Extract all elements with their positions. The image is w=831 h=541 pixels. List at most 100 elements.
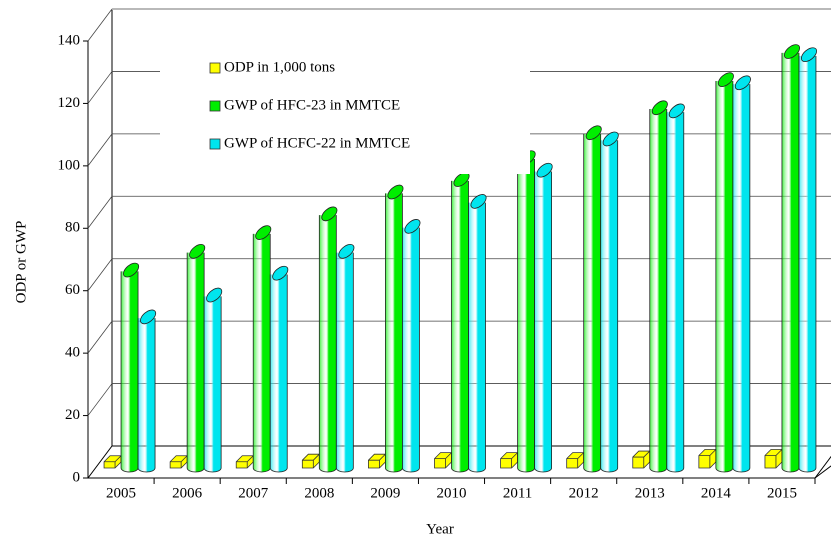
bar-body — [468, 202, 486, 473]
bar — [500, 452, 518, 469]
bar-top — [651, 100, 668, 116]
legend-label: ODP in 1,000 tons — [224, 59, 335, 75]
bar-top — [123, 262, 140, 278]
bar-body — [600, 140, 619, 473]
bar-body — [732, 84, 751, 473]
right-edge2 — [814, 465, 831, 479]
grid-line — [87, 196, 113, 229]
x-tick-label: 2008 — [304, 485, 334, 501]
grid-line — [87, 71, 113, 104]
bar-top — [602, 131, 619, 147]
y-tick-label: 80 — [65, 220, 80, 236]
y-tick-label: 140 — [58, 32, 81, 48]
x-tick-label: 2012 — [569, 485, 599, 501]
bar-body — [269, 274, 288, 473]
grid-line — [87, 383, 113, 416]
bar — [137, 309, 157, 473]
bar-body — [335, 252, 354, 473]
bar — [798, 47, 817, 473]
bar — [566, 452, 585, 469]
bar — [269, 265, 289, 473]
bar-top — [717, 72, 734, 87]
bar — [402, 219, 421, 473]
bar-top — [404, 219, 421, 234]
bar — [120, 262, 140, 473]
grid-line — [87, 133, 113, 167]
bar-body — [186, 252, 205, 473]
bar — [781, 44, 800, 473]
legend-swatch — [209, 100, 221, 112]
bar — [318, 206, 338, 473]
x-tick-label: 2011 — [503, 485, 532, 501]
bar-body — [517, 158, 535, 473]
bar — [103, 455, 122, 469]
y-tick-label: 40 — [65, 345, 80, 361]
y-tick-label: 120 — [58, 95, 81, 111]
bar-body — [798, 55, 817, 473]
bar — [666, 103, 685, 473]
bar-top — [470, 194, 487, 209]
bar — [600, 131, 619, 473]
bar — [434, 452, 452, 469]
legend-label: GWP of HFC-23 in MMTCE — [224, 97, 400, 113]
bar — [764, 449, 783, 469]
bar-body — [649, 109, 668, 473]
x-tick-label: 2007 — [238, 485, 269, 501]
bar — [468, 194, 487, 473]
bar-top — [189, 243, 206, 259]
bar-body — [402, 227, 420, 473]
x-tick-label: 2014 — [701, 485, 732, 501]
y-tick-label: 100 — [58, 157, 81, 173]
bar-body — [137, 318, 156, 473]
x-tick-label: 2006 — [172, 485, 203, 501]
bar-body — [666, 112, 685, 473]
x-axis-label: Year — [426, 521, 454, 537]
bar — [698, 449, 717, 469]
bar-body — [781, 52, 800, 473]
bar — [169, 455, 188, 469]
legend-label: GWP of HCFC-22 in MMTCE — [224, 135, 410, 151]
x-tick-label: 2009 — [370, 485, 400, 501]
grid-line — [87, 258, 113, 291]
bar-body — [252, 233, 271, 473]
x-tick-label: 2005 — [106, 485, 136, 501]
bar-top — [321, 206, 338, 222]
bar-body — [385, 193, 403, 473]
bar-top — [206, 287, 223, 303]
bar-top — [536, 162, 553, 178]
bar-top — [800, 47, 817, 63]
bar-body — [534, 171, 552, 473]
grid-line — [87, 8, 113, 42]
bar-top — [272, 265, 289, 281]
x-tick-label: 2015 — [767, 485, 797, 501]
bar — [301, 453, 320, 469]
bar — [715, 72, 734, 473]
bar-body — [583, 134, 602, 473]
bar-body — [318, 215, 337, 473]
x-tick-label: 2013 — [635, 485, 665, 501]
x-tick-label: 2010 — [437, 485, 467, 501]
bar-top — [255, 225, 272, 240]
bar — [732, 75, 751, 473]
bar — [335, 243, 355, 473]
bar-body — [451, 180, 469, 473]
bar — [368, 453, 386, 469]
bar-top — [140, 309, 157, 325]
bar — [203, 287, 223, 473]
bar-body — [120, 271, 139, 473]
bar — [534, 162, 553, 473]
legend-box — [160, 52, 530, 174]
bar — [235, 455, 254, 469]
bar — [632, 450, 651, 469]
y-tick-label: 0 — [73, 469, 81, 485]
y-tick-label: 20 — [65, 407, 80, 423]
bar-top — [783, 44, 800, 59]
y-axis-label: ODP or GWP — [13, 221, 29, 304]
bar-top — [387, 184, 404, 200]
bar-top — [585, 125, 602, 141]
bar-top — [338, 243, 355, 259]
legend-swatch — [209, 62, 221, 74]
bar-body — [715, 80, 734, 473]
bar-top — [734, 75, 751, 91]
